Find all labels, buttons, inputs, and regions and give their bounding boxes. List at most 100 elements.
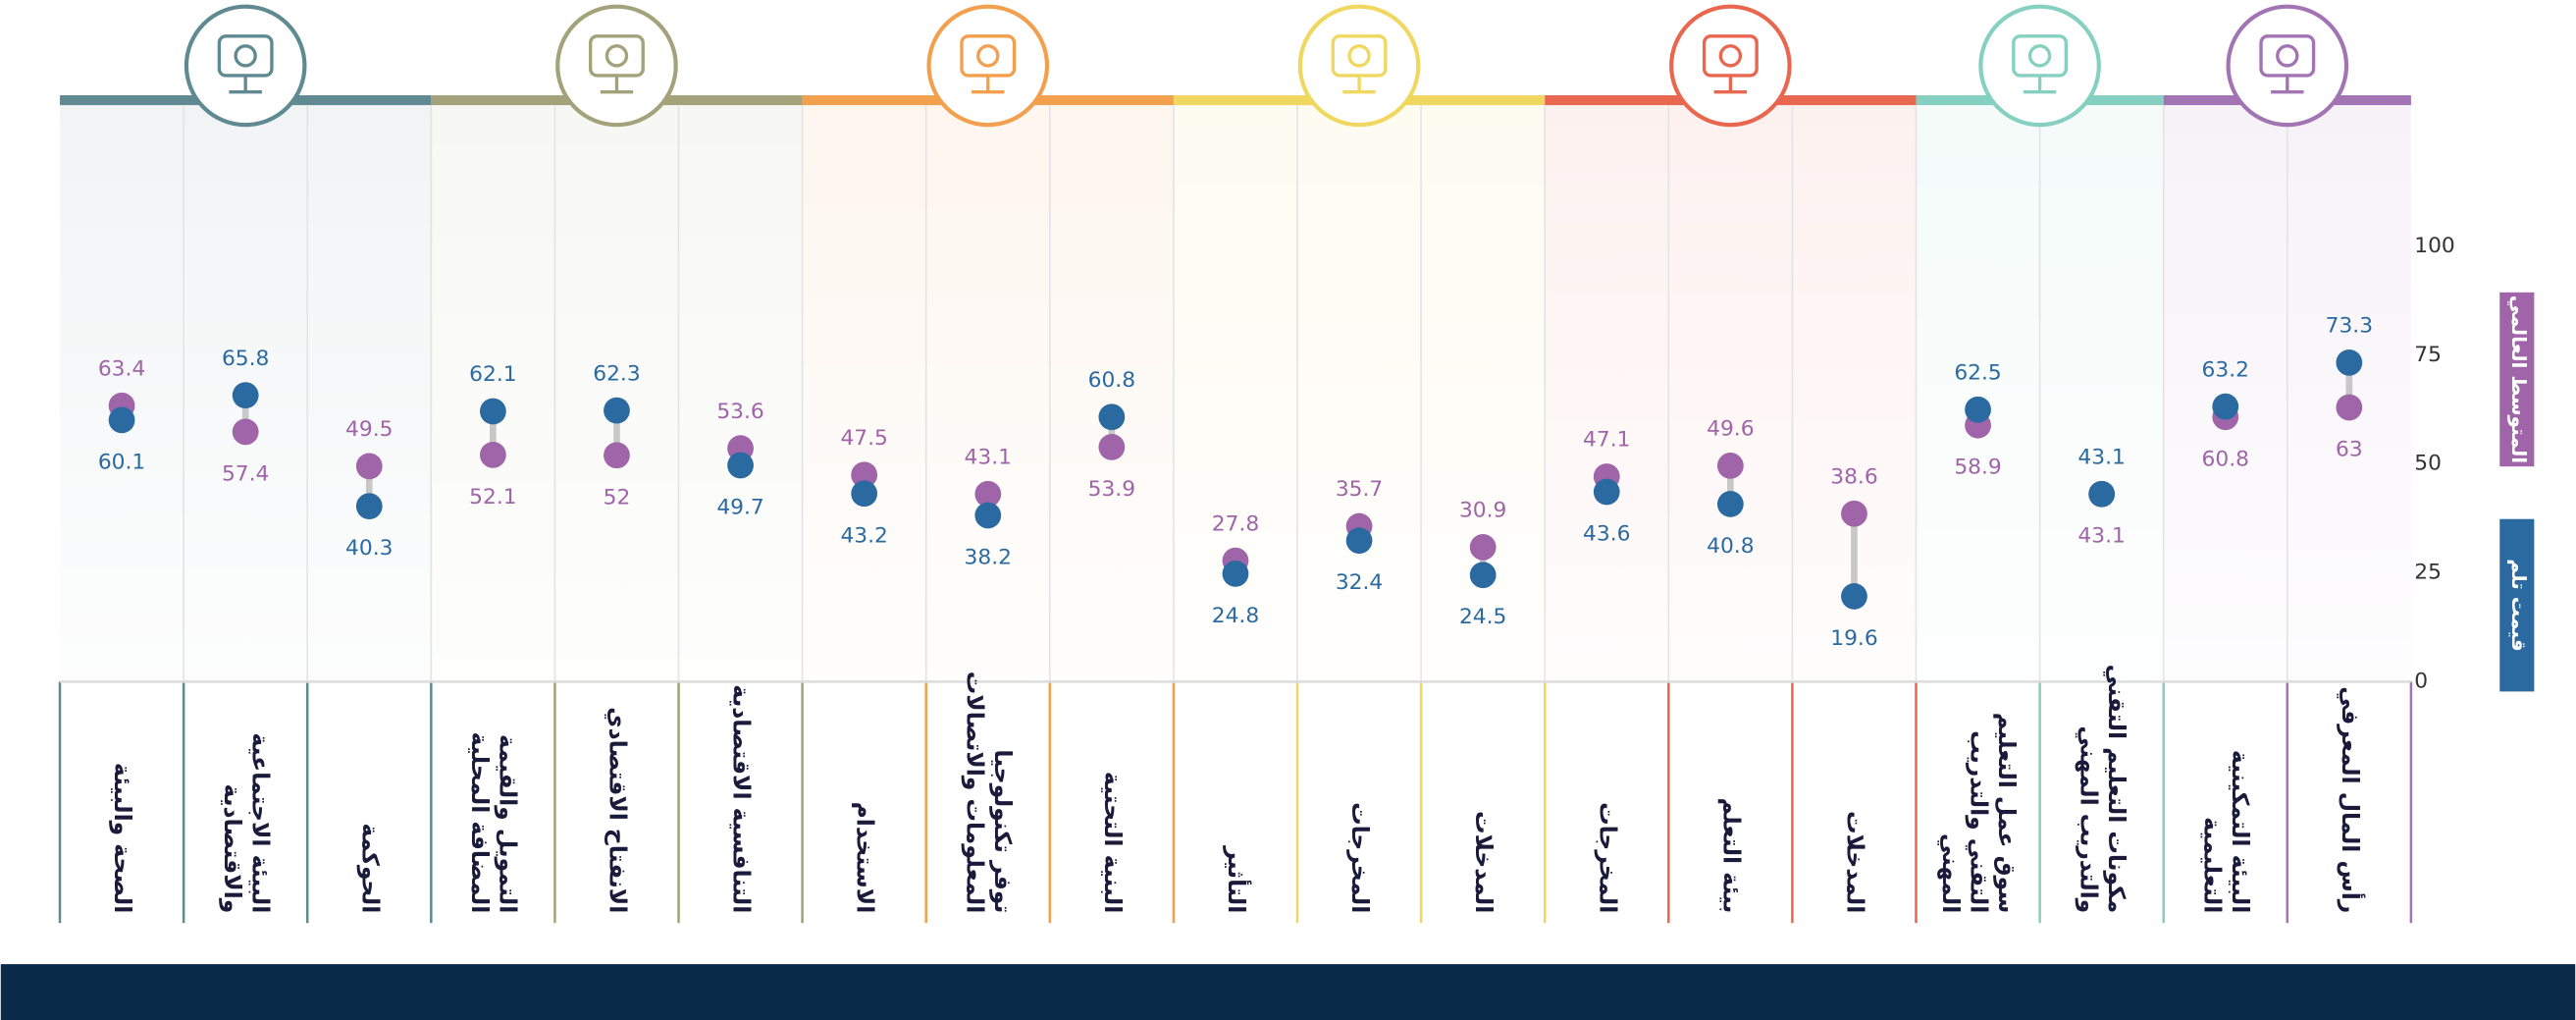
value-label: 53.9 <box>1088 477 1135 502</box>
group-icon <box>589 34 645 94</box>
dot <box>2336 394 2363 421</box>
value-label: 43.1 <box>2077 524 2125 549</box>
value-label: 63.2 <box>2202 357 2249 382</box>
value-label: 52 <box>604 485 631 510</box>
value-label: 32.4 <box>1336 570 1383 595</box>
dot <box>1098 433 1126 460</box>
x-tick-label: البيئة التمكينيةالتعليمية <box>2199 750 2254 913</box>
icon-shape <box>1702 34 1759 78</box>
value-label: 30.9 <box>1459 499 1506 523</box>
value-label: 60.1 <box>98 450 145 474</box>
value-label: 43.1 <box>2077 445 2125 469</box>
value-label: 40.3 <box>345 536 393 561</box>
dot <box>1345 527 1373 555</box>
value-label: 47.5 <box>840 426 887 451</box>
value-label: 60.8 <box>1088 368 1135 393</box>
icon-shape <box>1331 34 1388 78</box>
dot <box>479 441 506 468</box>
y-tick-label: 0 <box>2414 669 2428 693</box>
legend-swatch <box>2499 292 2535 467</box>
x-tick-label: الصحة والبيئة <box>110 763 137 913</box>
dot <box>355 453 383 480</box>
icon-shape <box>960 34 1017 78</box>
icon-shape <box>2012 34 2069 78</box>
value-label: 38.2 <box>965 545 1012 569</box>
x-tick-label: البيئة الاجتماعيةوالاقتصادية <box>219 732 274 913</box>
value-label: 49.6 <box>1707 417 1754 442</box>
dot <box>851 480 878 508</box>
dot <box>1716 453 1744 479</box>
dot <box>727 452 754 479</box>
legend-swatch <box>2499 518 2535 692</box>
icon-shape <box>1718 44 1743 68</box>
value-label: 40.8 <box>1707 534 1754 559</box>
dot <box>604 442 630 469</box>
x-tick-label: الانفتاح الاقتصادي <box>605 707 632 913</box>
group-icon <box>960 34 1017 94</box>
x-tick-label: الحوكمة <box>357 823 385 913</box>
x-tick-label: البنية التحتية <box>1099 772 1127 913</box>
value-label: 24.5 <box>1459 605 1506 629</box>
dot <box>479 398 506 425</box>
value-label: 19.6 <box>1830 626 1877 651</box>
value-label: 62.1 <box>469 362 516 387</box>
dot <box>2336 349 2363 376</box>
x-tick-label: رأس المال المعرفي <box>2337 686 2366 913</box>
dot <box>604 397 630 424</box>
y-tick-label: 100 <box>2414 234 2455 258</box>
x-tick-label: المخرجات <box>1595 802 1622 913</box>
x-tick-label: مكونات التعليم التقنيوالتدريب المهني <box>2076 665 2130 914</box>
dot <box>2088 480 2116 508</box>
value-label: 38.6 <box>1830 464 1877 489</box>
value-label: 27.8 <box>1212 511 1259 536</box>
value-label: 53.6 <box>716 400 763 424</box>
x-tick-label: المخرجات <box>1347 802 1375 913</box>
value-label: 24.8 <box>1212 604 1259 628</box>
dot <box>355 493 383 520</box>
value-label: 35.7 <box>1336 477 1383 502</box>
y-tick-label: 25 <box>2414 560 2442 584</box>
y-tick-label: 50 <box>2414 452 2442 476</box>
icon-shape <box>589 34 645 78</box>
x-tick-label: المدخلات <box>1842 811 1869 913</box>
value-label: 57.4 <box>222 461 269 486</box>
value-label: 60.8 <box>2202 447 2249 471</box>
legend-label: قيمت تلم <box>2507 559 2531 651</box>
dot <box>1841 583 1867 610</box>
value-label: 47.1 <box>1583 428 1630 453</box>
dot <box>851 461 878 489</box>
group-icon <box>1331 34 1388 94</box>
dot <box>974 480 1002 508</box>
dot <box>1593 478 1620 506</box>
value-label: 52.1 <box>469 485 516 510</box>
dot <box>1469 562 1497 589</box>
x-tick-label: التأثير <box>1223 845 1252 913</box>
x-tick-label: سوق عمل التعليمالتقني والتدريبالمهني <box>1938 713 2022 914</box>
group-fade <box>802 100 1174 682</box>
group-fade <box>431 100 803 682</box>
value-label: 62.5 <box>1954 360 2001 385</box>
icon-shape <box>1347 44 1371 68</box>
dot <box>232 382 259 408</box>
value-label: 63 <box>2336 438 2363 462</box>
x-tick-label: بيئة التعلم <box>1718 798 1746 914</box>
value-label: 43.1 <box>965 445 1012 469</box>
dot <box>1716 491 1744 517</box>
dot <box>1469 533 1497 561</box>
value-label: 73.3 <box>2326 314 2373 339</box>
group-icon <box>1702 34 1759 94</box>
value-label: 63.4 <box>98 356 145 381</box>
dot <box>108 406 135 434</box>
icon-shape <box>217 34 274 78</box>
value-label: 49.7 <box>716 495 763 519</box>
icon-shape <box>2276 44 2299 68</box>
value-label: 43.2 <box>840 523 887 548</box>
dot <box>1098 403 1126 431</box>
value-label: 58.9 <box>1954 456 2001 480</box>
value-label: 62.3 <box>593 361 640 386</box>
icon-shape <box>2259 34 2316 78</box>
footer-bar <box>0 964 2576 1020</box>
x-tick-label: المدخلات <box>1471 811 1498 913</box>
value-label: 65.8 <box>222 347 269 371</box>
